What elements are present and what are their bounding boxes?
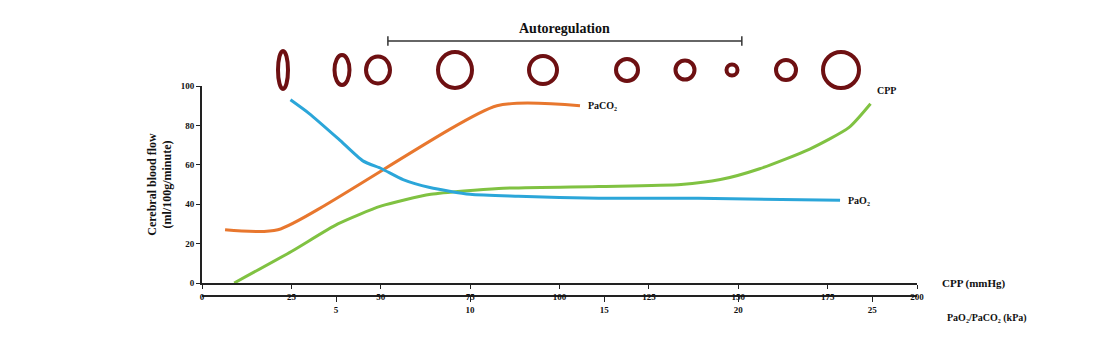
svg-text:200: 200 — [910, 292, 924, 302]
svg-text:100: 100 — [553, 292, 567, 302]
svg-text:5: 5 — [334, 305, 339, 315]
svg-text:Autoregulation: Autoregulation — [519, 21, 610, 36]
svg-text:100: 100 — [181, 81, 195, 91]
svg-text:20: 20 — [734, 305, 744, 315]
svg-text:25: 25 — [868, 305, 878, 315]
svg-text:PaCO₂: PaCO₂ — [588, 100, 617, 111]
svg-text:PaO₂/PaCO₂ (kPa): PaO₂/PaCO₂ (kPa) — [947, 312, 1027, 324]
svg-text:50: 50 — [376, 292, 386, 302]
svg-text:Cerebral blood flow(ml/100g/mi: Cerebral blood flow(ml/100g/minute) — [145, 133, 175, 236]
svg-text:75: 75 — [466, 292, 476, 302]
svg-text:125: 125 — [642, 292, 656, 302]
svg-text:150: 150 — [732, 292, 746, 302]
svg-text:10: 10 — [466, 305, 476, 315]
svg-text:20: 20 — [185, 239, 195, 249]
svg-text:40: 40 — [185, 199, 195, 209]
svg-text:0: 0 — [190, 278, 195, 288]
svg-text:25: 25 — [287, 292, 297, 302]
svg-text:PaO₂: PaO₂ — [848, 195, 870, 206]
svg-text:0: 0 — [200, 292, 205, 302]
svg-text:CPP: CPP — [877, 85, 896, 96]
svg-text:CPP (mmHg): CPP (mmHg) — [942, 277, 1006, 290]
svg-text:60: 60 — [185, 160, 195, 170]
svg-text:15: 15 — [600, 305, 610, 315]
svg-text:80: 80 — [185, 121, 195, 131]
svg-text:175: 175 — [821, 292, 835, 302]
